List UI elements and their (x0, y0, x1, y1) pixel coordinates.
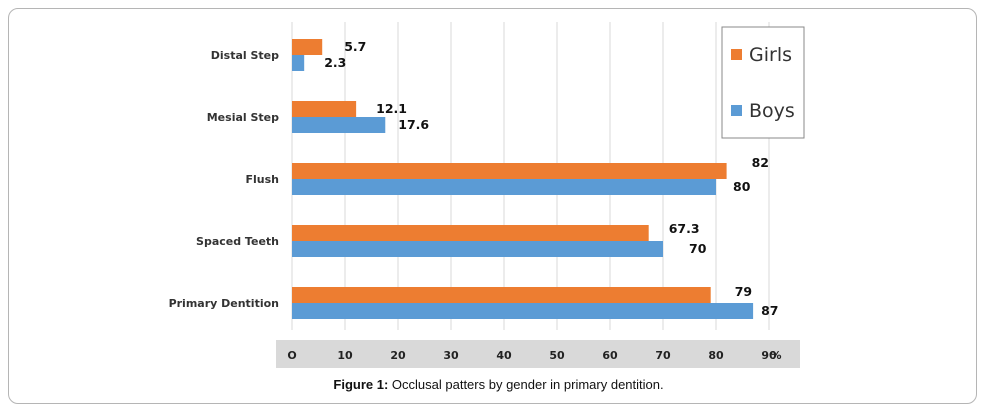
legend-label-girls: Girls (749, 44, 792, 66)
x-tick-label-10: 10 (337, 349, 353, 362)
x-tick-label-O: O (287, 349, 296, 362)
data-label-boys-flush: 80 (733, 179, 751, 194)
bar-girls-mesial-step (292, 101, 357, 117)
x-tick-label-40: 40 (496, 349, 512, 362)
caption-text: Occlusal patters by gender in primary de… (388, 377, 664, 392)
category-label-mesial-step: Mesial Step (207, 111, 279, 124)
bar-girls-flush (292, 163, 727, 179)
data-label-girls-spaced-teeth: 67.3 (669, 221, 700, 236)
bar-boys-mesial-step (292, 117, 386, 133)
bar-boys-flush (292, 179, 716, 195)
data-label-boys-primary-dentition: 87 (761, 303, 778, 318)
bar-girls-distal-step (292, 39, 323, 55)
caption-prefix: Figure 1: (333, 377, 389, 392)
x-axis-band (276, 340, 800, 368)
data-label-girls-distal-step: 5.7 (344, 39, 366, 54)
data-label-boys-spaced-teeth: 70 (689, 241, 707, 256)
x-tick-label-50: 50 (549, 349, 565, 362)
bar-girls-spaced-teeth (292, 225, 649, 241)
category-label-spaced-teeth: Spaced Teeth (196, 235, 279, 248)
x-tick-label-80: 80 (708, 349, 724, 362)
figure-frame (8, 8, 977, 404)
legend-label-boys: Boys (749, 100, 795, 122)
x-tick-label-90: 90 (761, 349, 777, 362)
legend-swatch-boys (731, 105, 742, 116)
category-label-distal-step: Distal Step (211, 49, 279, 62)
data-label-boys-distal-step: 2.3 (324, 55, 346, 70)
bar-girls-primary-dentition (292, 287, 711, 303)
bar-boys-distal-step (292, 55, 305, 71)
data-label-girls-flush: 82 (752, 155, 769, 170)
bar-boys-spaced-teeth (292, 241, 663, 257)
legend-swatch-girls (731, 49, 742, 60)
data-label-girls-mesial-step: 12.1 (376, 101, 407, 116)
category-label-flush: Flush (246, 173, 280, 186)
legend-box (721, 26, 805, 139)
figure-caption: Figure 1: Occlusal patters by gender in … (0, 377, 997, 392)
x-unit-label: % (770, 349, 781, 362)
bar-boys-primary-dentition (292, 303, 754, 319)
x-tick-label-20: 20 (390, 349, 406, 362)
x-tick-label-60: 60 (602, 349, 618, 362)
data-label-girls-primary-dentition: 79 (735, 284, 752, 299)
data-label-boys-mesial-step: 17.6 (398, 117, 429, 132)
category-label-primary-dentition: Primary Dentition (169, 297, 279, 310)
x-tick-label-70: 70 (655, 349, 671, 362)
x-tick-label-30: 30 (443, 349, 459, 362)
